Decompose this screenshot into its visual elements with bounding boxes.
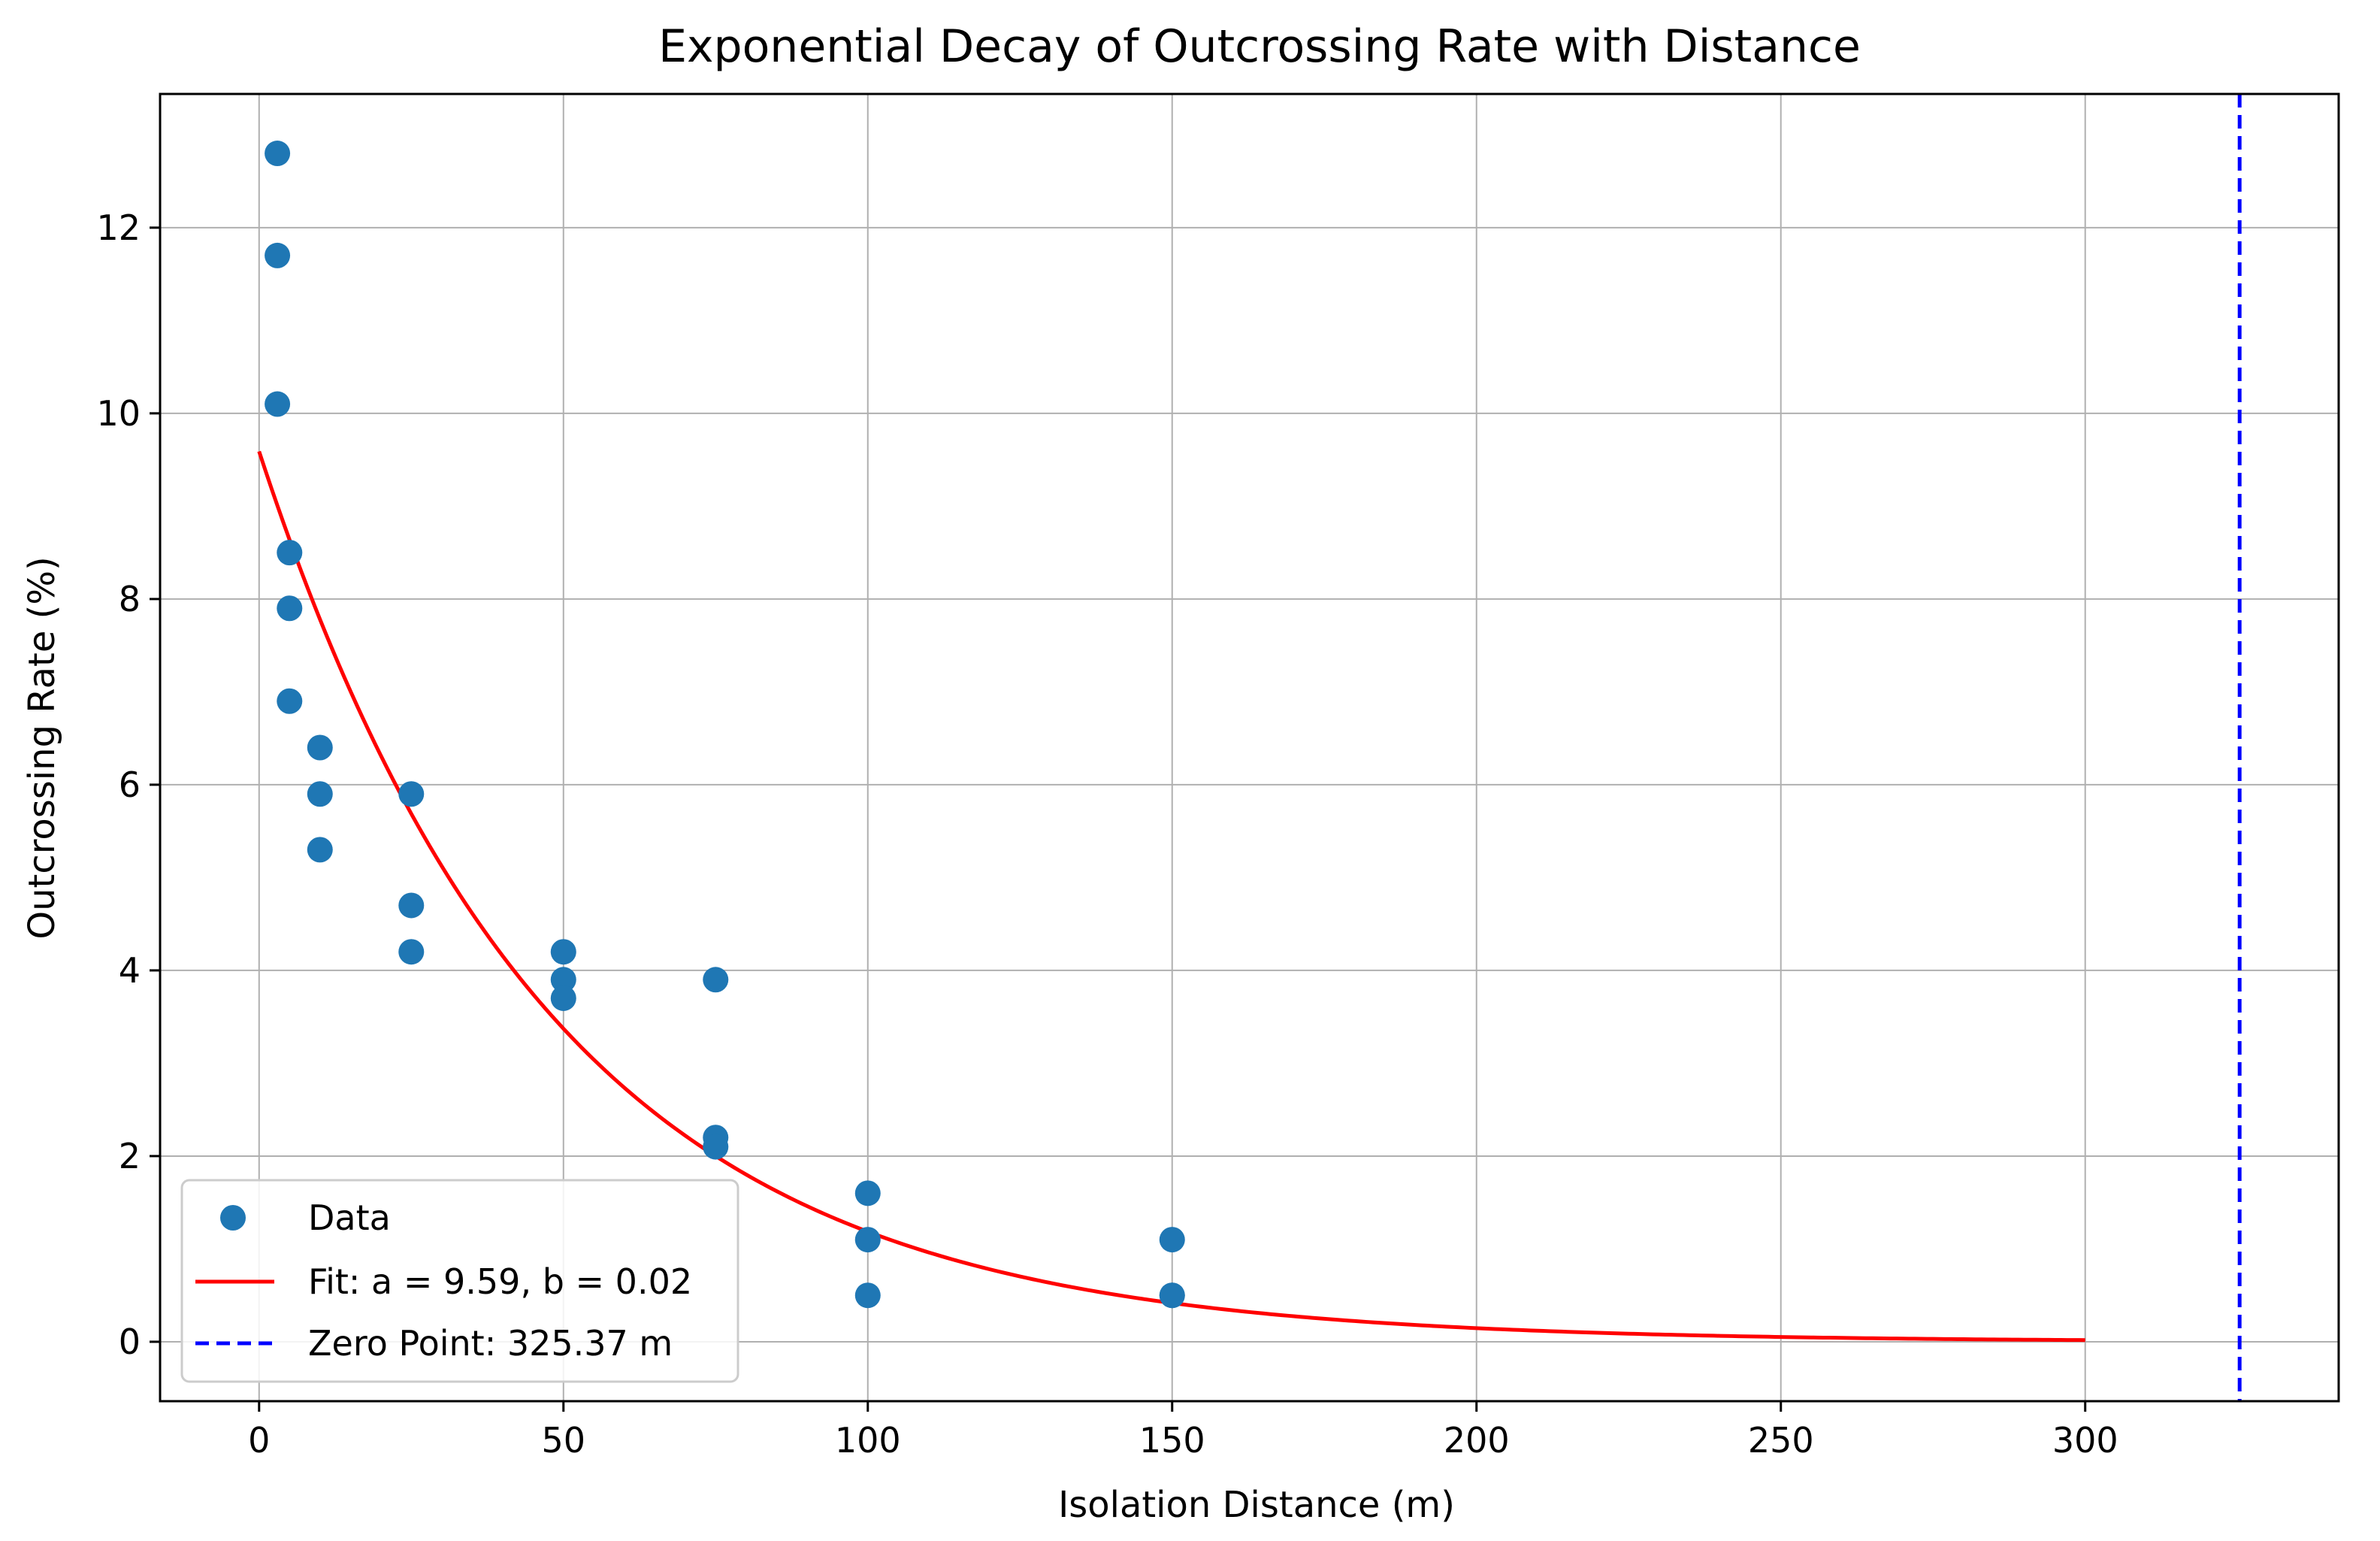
data-point — [854, 1180, 881, 1206]
data-point — [550, 939, 576, 965]
legend-data-marker — [220, 1205, 246, 1231]
y-tick-label: 6 — [119, 764, 141, 805]
data-point — [307, 734, 333, 761]
y-tick-label: 4 — [119, 950, 141, 991]
data-point — [1159, 1227, 1185, 1253]
legend-fit-label: Fit: a = 9.59, b = 0.02 — [308, 1261, 692, 1302]
y-tick-label: 12 — [96, 207, 141, 248]
legend: Data Fit: a = 9.59, b = 0.02 Zero Point:… — [180, 1179, 739, 1383]
x-axis-label: Isolation Distance (m) — [1058, 1484, 1455, 1526]
y-tick-label: 10 — [96, 393, 141, 434]
data-point — [265, 391, 291, 417]
y-tick-label: 2 — [119, 1136, 141, 1176]
y-axis-label: Outcrossing Rate (%) — [21, 556, 63, 939]
data-point — [265, 141, 291, 167]
data-point — [854, 1227, 881, 1253]
x-tick-label: 0 — [248, 1420, 270, 1461]
data-point — [854, 1282, 881, 1309]
data-point — [550, 985, 576, 1011]
x-tick-label: 250 — [1748, 1420, 1814, 1461]
y-tick-label: 0 — [119, 1322, 141, 1362]
data-point — [307, 837, 333, 863]
legend-box — [180, 1179, 739, 1383]
legend-data-label: Data — [308, 1197, 391, 1238]
data-point — [277, 688, 303, 714]
legend-zero-label: Zero Point: 325.37 m — [308, 1323, 673, 1364]
data-point — [398, 892, 425, 919]
y-tick-label: 8 — [119, 579, 141, 619]
data-point — [277, 540, 303, 566]
x-tick-label: 300 — [2052, 1420, 2118, 1461]
data-point — [703, 967, 729, 993]
x-tick-label: 150 — [1139, 1420, 1205, 1461]
data-point — [398, 781, 425, 807]
data-point — [550, 967, 576, 993]
data-point — [398, 939, 425, 965]
data-point — [277, 595, 303, 622]
data-point — [307, 781, 333, 807]
data-point — [703, 1134, 729, 1160]
x-tick-label: 200 — [1444, 1420, 1510, 1461]
data-points — [265, 141, 1185, 1309]
data-point — [265, 242, 291, 268]
x-axis-ticks: 0 50 100 150 200 250 300 — [248, 1401, 2118, 1461]
chart-title: Exponential Decay of Outcrossing Rate wi… — [658, 20, 1861, 73]
plot-area-frame — [159, 92, 2340, 1403]
x-tick-label: 100 — [835, 1420, 901, 1461]
data-point — [1159, 1282, 1185, 1309]
y-axis-ticks: 0 2 4 6 8 10 12 — [96, 207, 160, 1362]
x-tick-label: 50 — [542, 1420, 586, 1461]
